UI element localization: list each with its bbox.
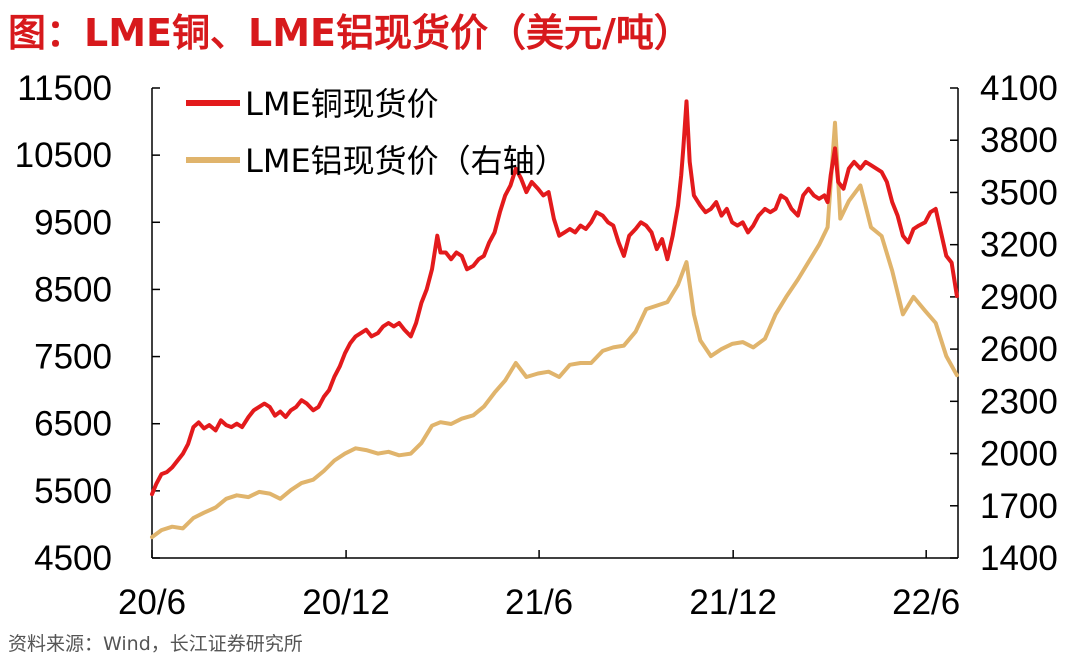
legend-label-aluminum: LME铝现货价（右轴） <box>245 142 567 180</box>
right-tick-label: 3200 <box>980 226 1058 265</box>
x-tick-label: 21/6 <box>505 583 573 622</box>
right-tick-label: 2300 <box>980 382 1058 421</box>
copper-price-line <box>150 99 959 497</box>
source-note: 资料来源：Wind，长江证券研究所 <box>8 633 303 655</box>
left-tick-label: 7500 <box>34 338 112 377</box>
right-tick-label: 1400 <box>980 539 1058 578</box>
right-tick-label: 3500 <box>980 173 1058 212</box>
right-tick-label: 3800 <box>980 121 1058 160</box>
chart-axes: 4500 5500 6500 7500 8500 9500 10500 11500 1400 17… <box>15 69 1058 622</box>
right-tick-label: 1700 <box>980 487 1058 526</box>
x-tick-label: 21/12 <box>689 583 777 622</box>
right-tick-label: 2900 <box>980 278 1058 317</box>
right-tick-label: 4100 <box>980 69 1058 108</box>
x-tick-label: 22/6 <box>892 583 960 622</box>
right-tick-label: 2600 <box>980 330 1058 369</box>
chart-series <box>150 99 959 540</box>
left-tick-label: 11500 <box>17 69 112 108</box>
chart-legend: LME铜现货价 LME铝现货价（右轴） <box>186 85 567 180</box>
left-tick-label: 4500 <box>34 539 112 578</box>
aluminum-price-line <box>150 120 959 540</box>
legend-label-copper: LME铜现货价 <box>245 85 439 123</box>
left-tick-label: 6500 <box>34 405 112 444</box>
left-tick-label: 10500 <box>15 136 112 175</box>
x-tick-label: 20/6 <box>118 583 186 622</box>
left-tick-label: 9500 <box>34 203 112 242</box>
right-tick-label: 2000 <box>980 435 1058 474</box>
left-tick-label: 8500 <box>34 270 112 309</box>
x-tick-label: 20/12 <box>302 583 390 622</box>
chart-title: 图：LME铜、LME铝现货价（美元/吨） <box>8 11 692 55</box>
left-tick-label: 5500 <box>34 472 112 511</box>
